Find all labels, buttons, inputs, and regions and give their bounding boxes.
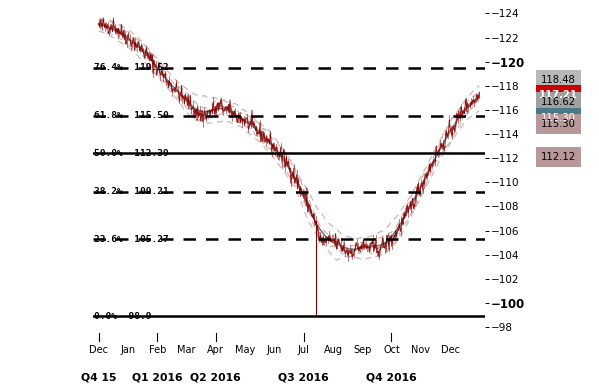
- Text: 0.0%  98.9: 0.0% 98.9: [93, 311, 151, 321]
- Text: 118.48: 118.48: [541, 75, 576, 85]
- Text: 50.0%  112.39: 50.0% 112.39: [93, 149, 168, 158]
- Text: Q4 15: Q4 15: [81, 372, 116, 382]
- Text: Q4 2016: Q4 2016: [366, 372, 417, 382]
- Text: 117.21: 117.21: [539, 90, 578, 100]
- Text: Q1 2016: Q1 2016: [132, 372, 183, 382]
- Text: Apr: Apr: [207, 345, 224, 355]
- Text: 38.2%  109.21: 38.2% 109.21: [93, 187, 168, 196]
- Text: Q2 2016: Q2 2016: [190, 372, 241, 382]
- Text: Oct: Oct: [383, 345, 400, 355]
- Text: Aug: Aug: [323, 345, 343, 355]
- Text: May: May: [235, 345, 255, 355]
- Text: Sep: Sep: [353, 345, 371, 355]
- Text: 76.4%  119.52: 76.4% 119.52: [93, 63, 168, 72]
- Text: Q3 2016: Q3 2016: [279, 372, 329, 382]
- Text: Feb: Feb: [149, 345, 166, 355]
- Text: Jul: Jul: [298, 345, 310, 355]
- Text: Nov: Nov: [412, 345, 430, 355]
- Text: Mar: Mar: [177, 345, 196, 355]
- Text: Jan: Jan: [120, 345, 135, 355]
- Text: Dec: Dec: [440, 345, 459, 355]
- Text: 115.30: 115.30: [541, 119, 576, 129]
- Text: 115.30: 115.30: [541, 114, 576, 124]
- Text: 116.62: 116.62: [541, 97, 576, 107]
- Text: 112.12: 112.12: [541, 152, 576, 162]
- Text: Jun: Jun: [267, 345, 282, 355]
- Text: 61.8%  115.50: 61.8% 115.50: [93, 112, 168, 121]
- Text: Dec: Dec: [89, 345, 108, 355]
- Text: 23.6%  105.27: 23.6% 105.27: [93, 235, 168, 244]
